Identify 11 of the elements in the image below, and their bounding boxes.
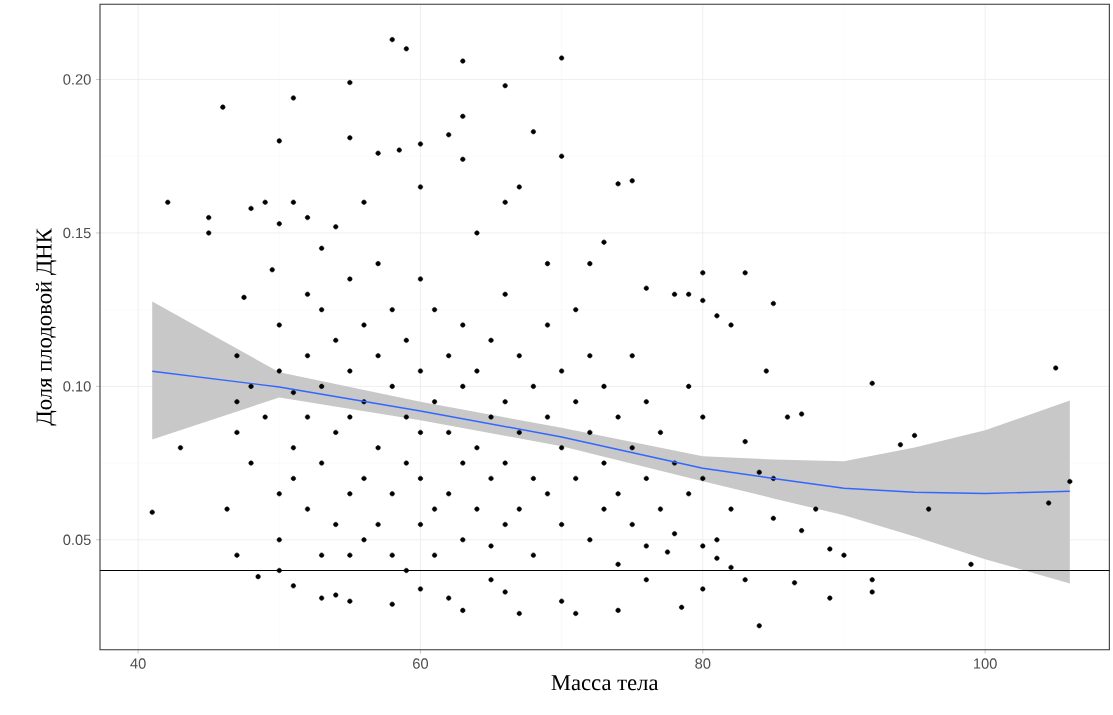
y-tick-label: 0.10: [63, 381, 91, 392]
line-series: [151, 370, 1071, 495]
x-tick-label: 40: [130, 658, 146, 669]
y-axis-title: Доля плодовой ДНК: [35, 228, 57, 426]
x-tick-label: 100: [974, 658, 997, 669]
y-tick-label: 0.05: [63, 534, 91, 545]
y-tick-label: 0.20: [63, 74, 91, 85]
x-axis-title: Масса тела: [551, 675, 659, 691]
x-tick-label: 60: [413, 658, 429, 669]
y-tick-label: 0.15: [63, 227, 91, 239]
x-tick-label: 80: [695, 658, 711, 669]
